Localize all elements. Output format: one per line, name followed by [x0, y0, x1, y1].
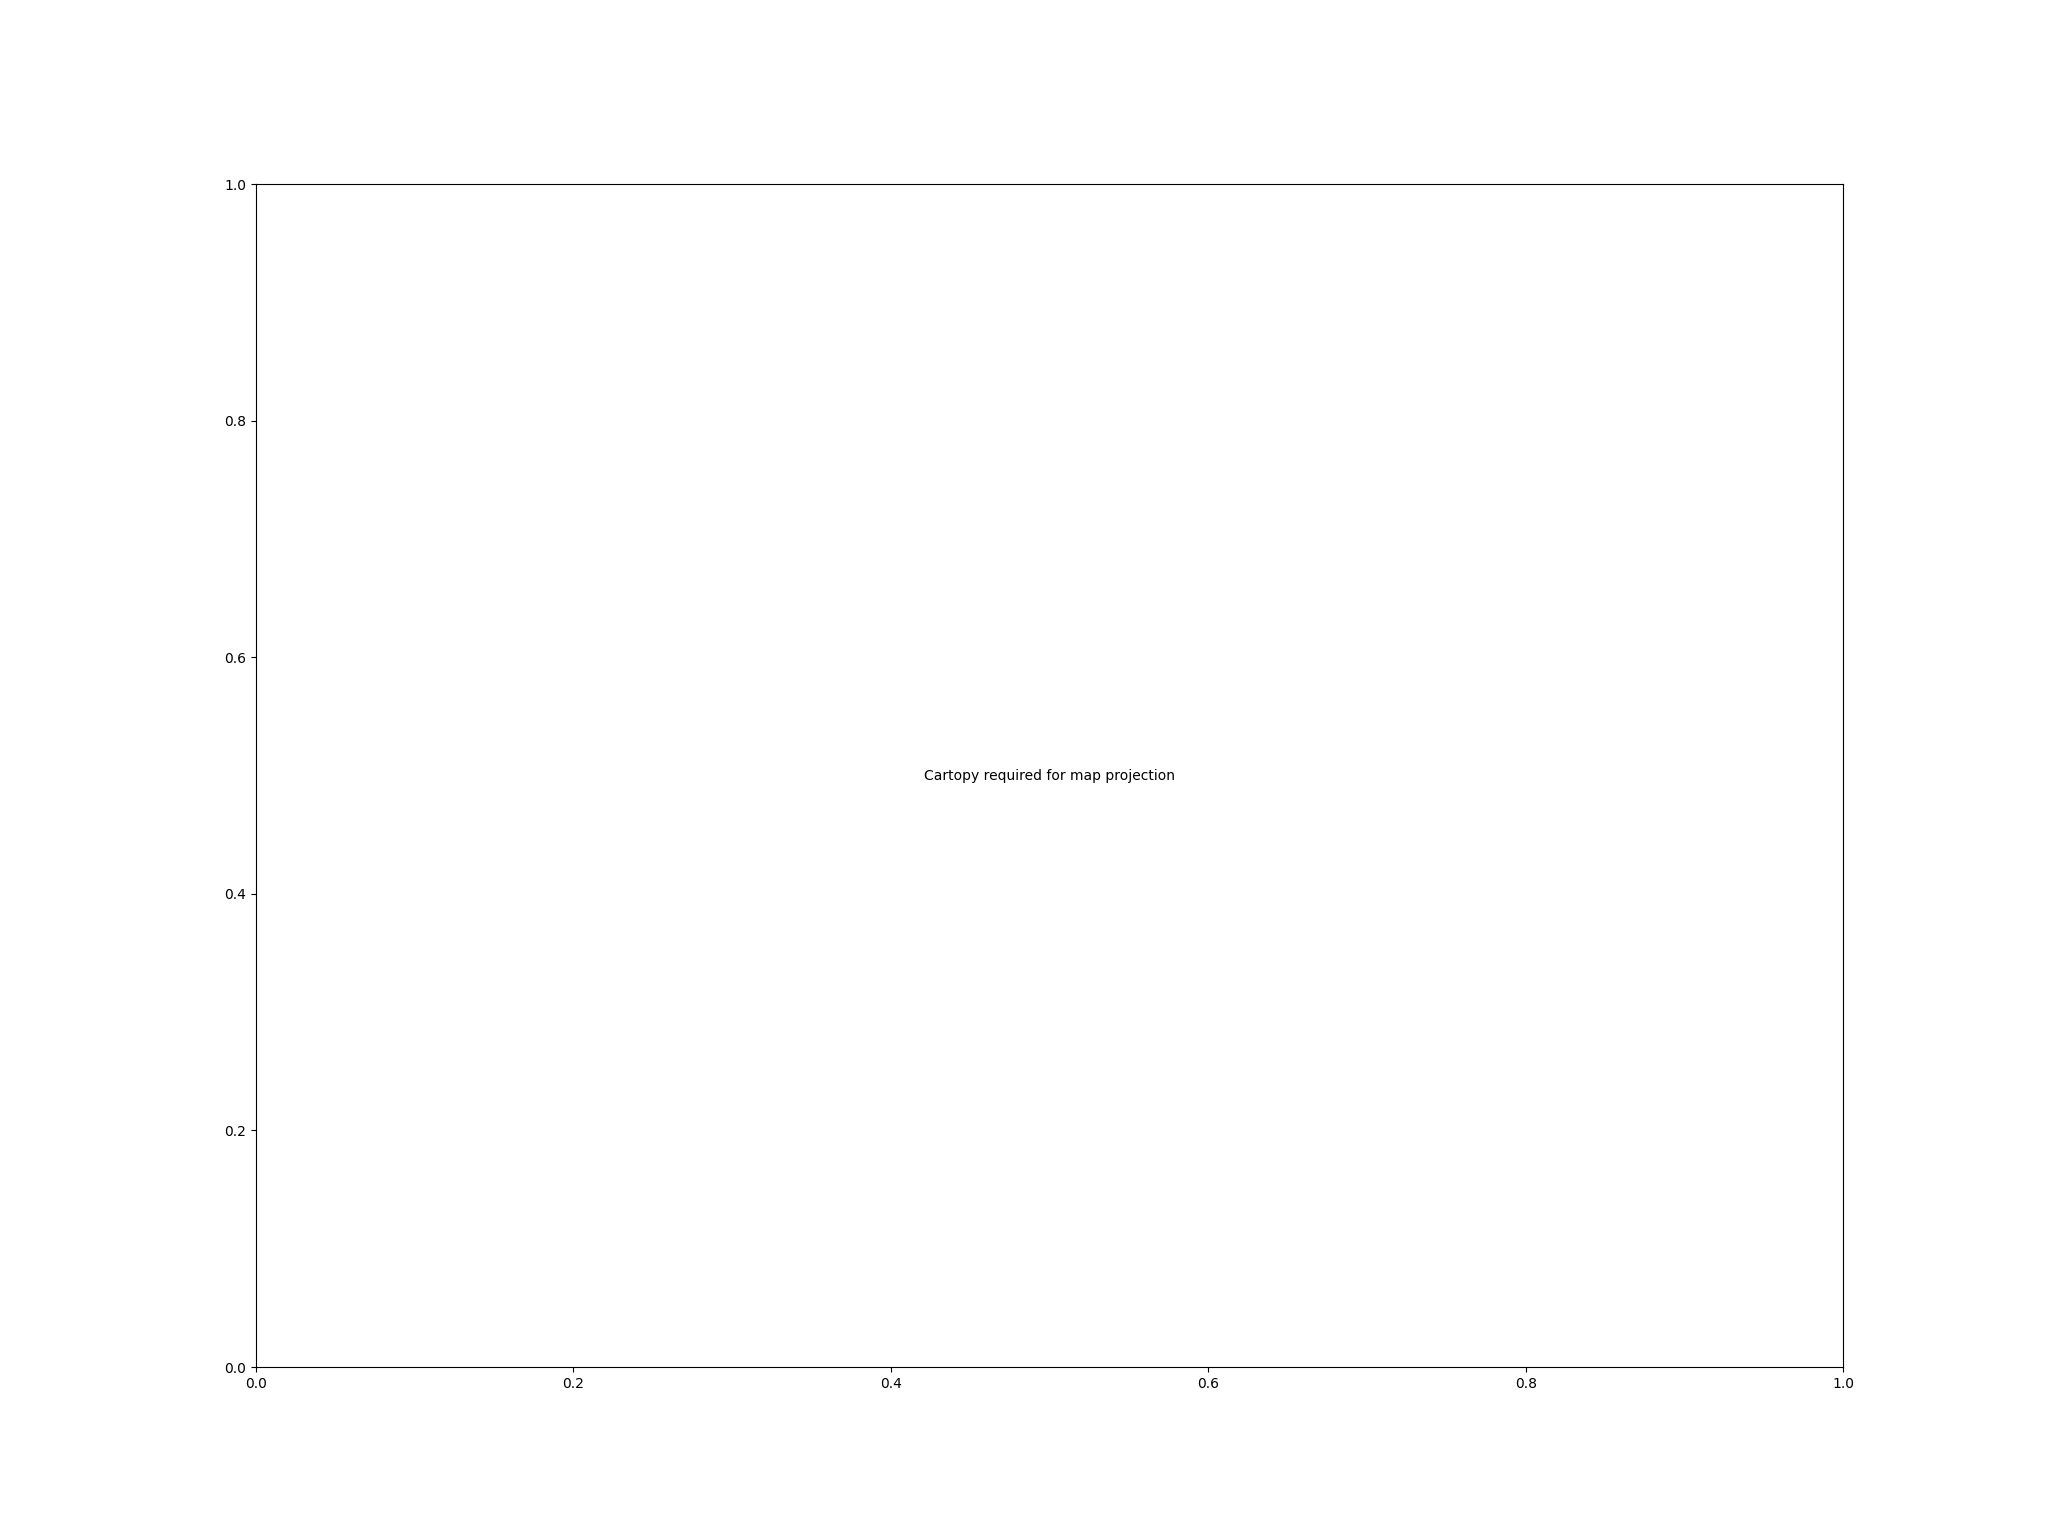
Text: Cartopy required for map projection: Cartopy required for map projection — [924, 768, 1176, 783]
